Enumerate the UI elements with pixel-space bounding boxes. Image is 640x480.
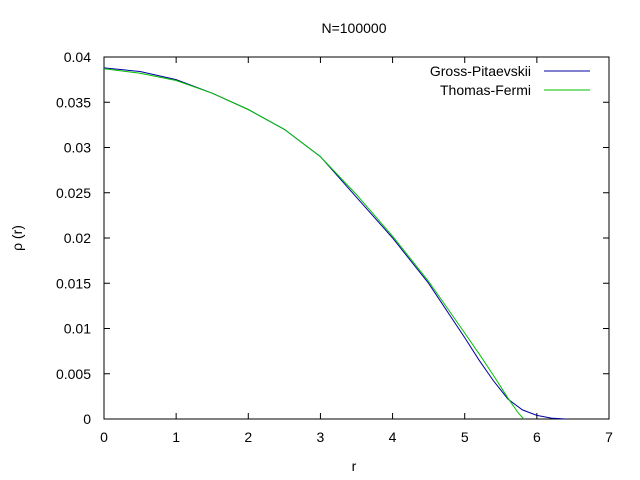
y-tick-label: 0.005: [56, 366, 91, 382]
y-tick-label: 0.04: [64, 49, 91, 65]
series-line-0: [103, 67, 566, 420]
y-tick-label: 0: [83, 411, 91, 427]
x-tick-label: 4: [389, 429, 397, 445]
legend: Gross-Pitaevskii Thomas-Fermi: [430, 63, 590, 98]
plot-frame: [103, 56, 610, 420]
x-tick-label: 5: [461, 429, 469, 445]
x-tick-label: 6: [533, 429, 541, 445]
y-tick-label: 0.02: [64, 230, 91, 246]
legend-label: Gross-Pitaevskii: [430, 63, 531, 79]
y-tick-label: 0.035: [56, 94, 91, 110]
x-tick-label: 7: [605, 429, 613, 445]
axis-ticks: 0 1 2 3 4 5 6 7 0 0.005 0.01 0.015 0.02 0.025 0.03 0.03…: [56, 49, 613, 445]
x-tick-label: 3: [317, 429, 325, 445]
x-tick-label: 0: [100, 429, 108, 445]
y-axis-label: ρ (r): [9, 225, 25, 251]
y-tick-label: 0.025: [56, 185, 91, 201]
y-tick-label: 0.01: [64, 321, 91, 337]
series-lines: [103, 67, 566, 420]
chart-title: N=100000: [321, 20, 386, 36]
x-axis-label: r: [352, 458, 357, 474]
x-tick-label: 1: [172, 429, 180, 445]
y-tick-label: 0.03: [64, 140, 91, 156]
legend-label: Thomas-Fermi: [440, 82, 531, 98]
x-tick-label: 2: [244, 429, 252, 445]
y-tick-label: 0.015: [56, 275, 91, 291]
series-line-1: [103, 68, 525, 420]
